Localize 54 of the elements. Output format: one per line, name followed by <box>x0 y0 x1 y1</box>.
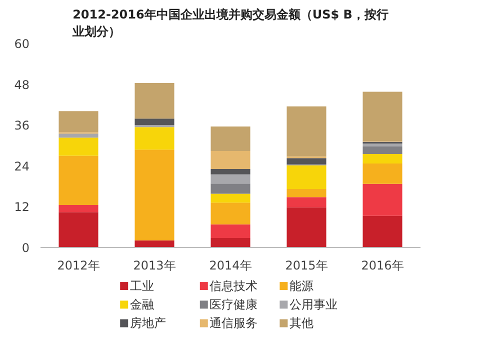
legend-label: 房地产 <box>130 316 166 330</box>
bar <box>362 143 402 147</box>
legend-label: 能源 <box>289 279 314 294</box>
bar <box>286 207 326 248</box>
y-tick-label: 12 <box>14 200 30 214</box>
bar <box>58 138 98 156</box>
y-tick-label: 36 <box>14 118 30 133</box>
bar <box>362 216 402 248</box>
legend-label: 工业 <box>130 279 154 294</box>
bar <box>286 158 326 164</box>
y-tick-label: 24 <box>14 159 30 174</box>
bar <box>134 127 174 150</box>
bar <box>210 184 250 194</box>
bar <box>362 184 402 216</box>
bar <box>286 197 326 208</box>
bar <box>58 111 98 132</box>
bar <box>134 150 174 240</box>
bar <box>210 202 250 224</box>
bar <box>210 224 250 238</box>
bar <box>58 134 98 138</box>
legend-label: 其他 <box>289 316 314 330</box>
y-tick-label: 48 <box>14 78 30 92</box>
bar <box>362 154 402 164</box>
bar <box>134 240 174 248</box>
bar <box>58 156 98 205</box>
bar <box>362 146 402 154</box>
bar <box>210 238 250 248</box>
bar <box>58 212 98 248</box>
y-tick-label: 60 <box>14 37 30 51</box>
bar <box>362 92 402 142</box>
x-tick-label: 2013年 <box>133 258 176 272</box>
legend-label: 公用事业 <box>289 298 338 312</box>
x-tick-label: 2014年 <box>209 258 252 272</box>
y-tick-label: 0 <box>22 241 30 255</box>
x-tick-label: 2012年 <box>57 258 100 272</box>
bar <box>210 168 250 174</box>
bar <box>134 82 174 119</box>
bar <box>210 194 250 203</box>
legend-label: 信息技术 <box>210 279 258 294</box>
legend-label: 金融 <box>130 298 154 312</box>
bar <box>362 164 402 184</box>
bar <box>210 150 250 169</box>
bar <box>210 174 250 184</box>
bar <box>286 189 326 198</box>
x-tick-label: 2015年 <box>285 258 328 272</box>
chart-title: 2012-2016年中国企业出境并购交易金额（US$ B，按行业划分） <box>72 8 388 38</box>
bar <box>286 165 326 190</box>
bar <box>134 118 174 126</box>
bar <box>58 205 98 212</box>
x-tick-label: 2016年 <box>361 258 404 272</box>
legend-label: 通信服务 <box>210 316 258 330</box>
legend-label: 医疗健康 <box>210 298 258 312</box>
bar <box>210 126 250 151</box>
bar <box>286 106 326 156</box>
